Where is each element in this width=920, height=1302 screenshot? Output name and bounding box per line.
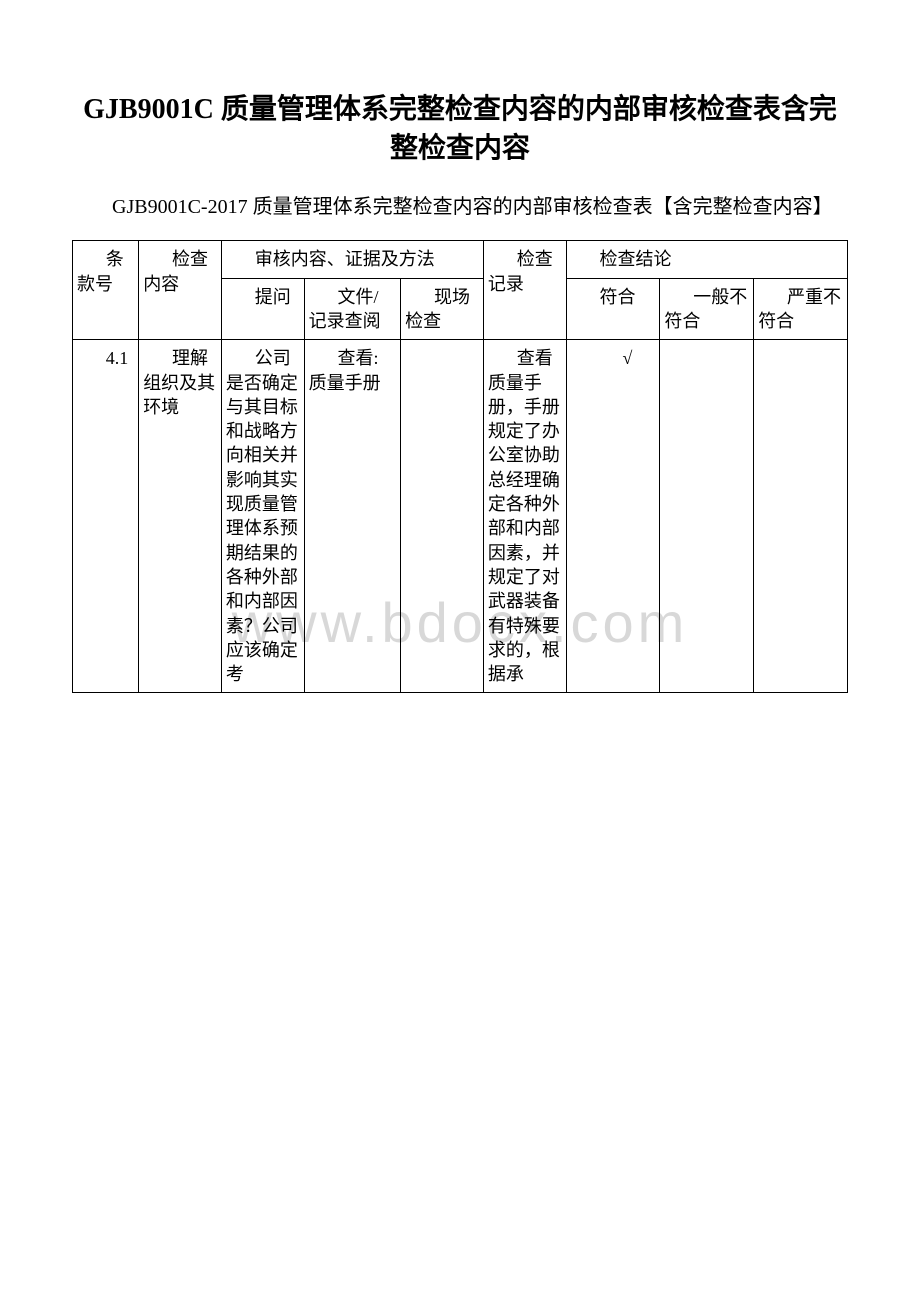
header-conclusion: 检查结论 xyxy=(566,241,847,278)
cell-onsite xyxy=(401,340,484,693)
page-title: GJB9001C 质量管理体系完整检查内容的内部审核检查表含完整检查内容 xyxy=(72,90,848,168)
header-onsite: 现场检查 xyxy=(401,278,484,340)
header-doc-review: 文件/记录查阅 xyxy=(304,278,401,340)
header-serious-nonconform: 严重不符合 xyxy=(754,278,848,340)
header-conform: 符合 xyxy=(566,278,660,340)
audit-checklist-table: 条款号 检查内容 审核内容、证据及方法 检查记录 检查结论 提问 文件/记录查阅… xyxy=(72,240,848,693)
header-check-content: 检查内容 xyxy=(139,241,222,340)
cell-conform: √ xyxy=(566,340,660,693)
cell-content: 理解组织及其环境 xyxy=(139,340,222,693)
header-general-nonconform: 一般不符合 xyxy=(660,278,754,340)
cell-serious xyxy=(754,340,848,693)
header-check-record: 检查记录 xyxy=(483,241,566,340)
cell-clause: 4.1 xyxy=(73,340,139,693)
cell-interview: 公司是否确定与其目标和战略方向相关并影响其实现质量管理体系预期结果的各种外部和内… xyxy=(221,340,304,693)
header-clause-no: 条款号 xyxy=(73,241,139,340)
header-audit-method: 审核内容、证据及方法 xyxy=(221,241,483,278)
header-interview: 提问 xyxy=(221,278,304,340)
cell-record: 查看质量手册，手册规定了办公室协助总经理确定各种外部和内部因素，并规定了对武器装… xyxy=(483,340,566,693)
page-subtitle: GJB9001C-2017 质量管理体系完整检查内容的内部审核检查表【含完整检查… xyxy=(72,192,848,222)
cell-doc-review: 查看:质量手册 xyxy=(304,340,401,693)
cell-general xyxy=(660,340,754,693)
table-header-row-1: 条款号 检查内容 审核内容、证据及方法 检查记录 检查结论 xyxy=(73,241,848,278)
table-row: 4.1 理解组织及其环境 公司是否确定与其目标和战略方向相关并影响其实现质量管理… xyxy=(73,340,848,693)
document-content: GJB9001C 质量管理体系完整检查内容的内部审核检查表含完整检查内容 GJB… xyxy=(72,90,848,693)
